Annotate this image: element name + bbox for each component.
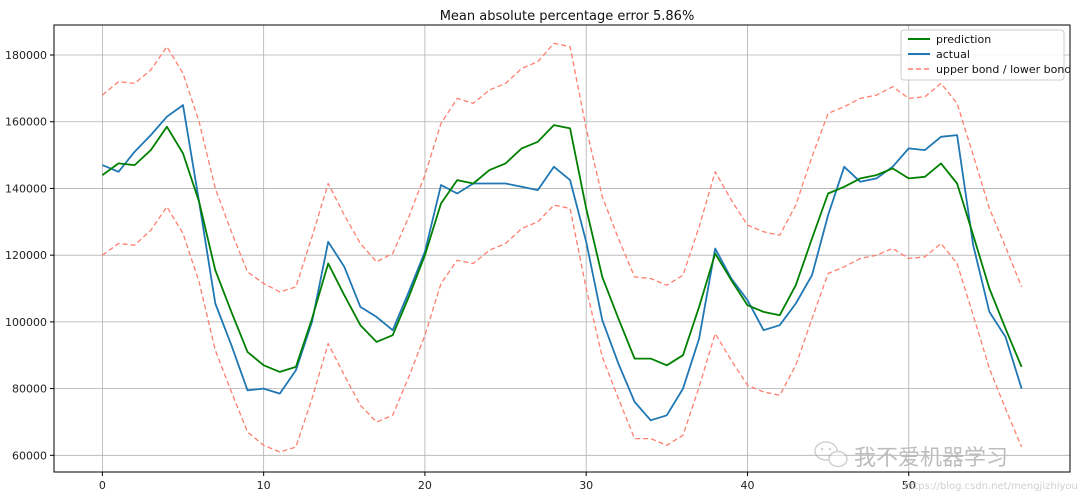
- x-tick-label-40: 40: [740, 479, 754, 492]
- x-tick-label-30: 30: [579, 479, 593, 492]
- x-tick-label-0: 0: [99, 479, 106, 492]
- y-tick-label-140000: 140000: [5, 182, 47, 195]
- legend-box: [900, 29, 1065, 81]
- y-tick-label-180000: 180000: [5, 49, 47, 62]
- series-group: [101, 42, 1023, 453]
- series-line-lower-bond: [102, 204, 1023, 453]
- watermark-url: https://blog.csdn.net/mengjizhiyou: [904, 481, 1078, 492]
- plot-frame: [53, 24, 1071, 473]
- ticks-group: 0 10 20 30 40 50 60000 80000 100000 120000 140000 1…: [5, 49, 916, 492]
- y-tick-label-80000: 80000: [12, 383, 47, 396]
- watermark-text: 我不爱机器学习: [854, 446, 1008, 471]
- watermark: 我不爱机器学习 https://blog.csdn.net/mengjizhiy…: [814, 441, 1078, 492]
- legend-label-actual: actual: [936, 48, 970, 61]
- x-tick-label-10: 10: [257, 479, 271, 492]
- legend-label-bounds: upper bond / lower bond: [936, 63, 1071, 76]
- y-tick-label-120000: 120000: [5, 249, 47, 262]
- series-line-actual: [102, 104, 1023, 422]
- series-line-upper-bond-lower-bond: [101, 42, 1023, 293]
- legend-label-prediction: prediction: [936, 33, 991, 46]
- x-tick-label-20: 20: [418, 479, 432, 492]
- x-tick-label-50: 50: [902, 479, 916, 492]
- y-tick-label-160000: 160000: [5, 116, 47, 129]
- y-tick-label-100000: 100000: [5, 316, 47, 329]
- wechat-logo-icon: [814, 441, 848, 468]
- legend: prediction actual upper bond / lower bon…: [900, 29, 1071, 81]
- y-tick-label-60000: 60000: [12, 449, 47, 462]
- series-line-prediction: [101, 124, 1023, 373]
- chart-title: Mean absolute percentage error 5.86%: [440, 9, 695, 24]
